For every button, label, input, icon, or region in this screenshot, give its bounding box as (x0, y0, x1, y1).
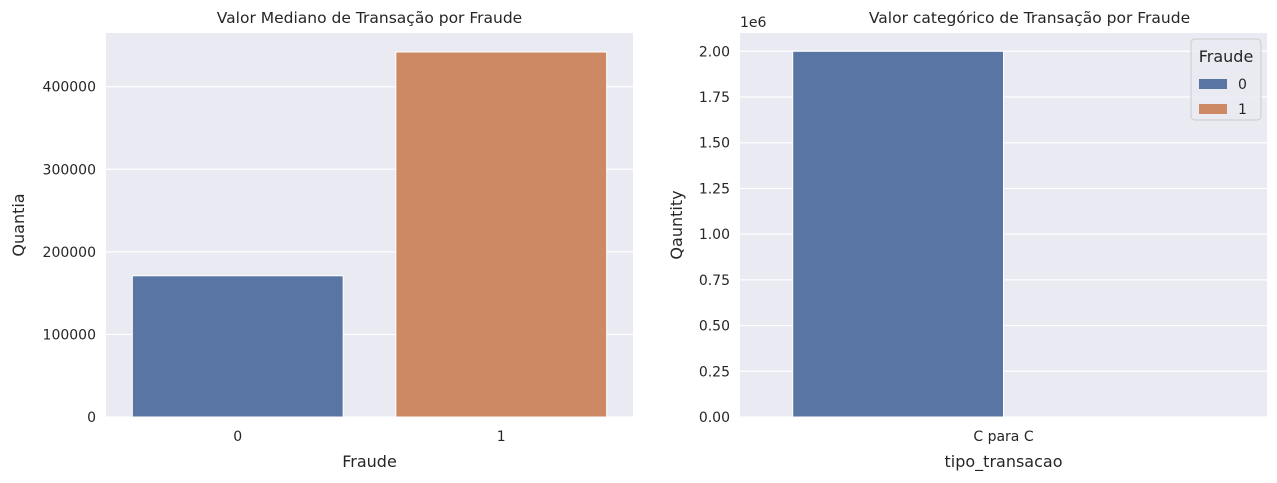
y-tick-label: 0 (87, 410, 96, 426)
y-tick-label: 1.25 (699, 181, 730, 197)
y-axis-label-left: Quantia (9, 193, 28, 256)
bar-series-0 (792, 50, 1005, 418)
y-tick-label: 400000 (43, 80, 96, 96)
legend-title: Fraude (1199, 47, 1254, 66)
chart-right: 0.00 0.25 0.50 0.75 1.00 1.25 1.50 1.75 2.00 C p… (667, 9, 1267, 472)
y-tick-label: 0.50 (699, 319, 730, 335)
y-tick-label: 1.50 (699, 136, 730, 152)
x-tick-labels-right: C para C (973, 429, 1033, 445)
y-axis-label-right: Qauntity (667, 190, 686, 259)
y-offset-text-right: 1e6 (740, 15, 767, 31)
y-tick-label: 200000 (43, 245, 96, 261)
chart-title-left: Valor Mediano de Transação por Fraude (217, 9, 522, 27)
y-tick-labels-left: 0 100000 200000 300000 400000 (43, 80, 96, 426)
legend-label-0: 0 (1238, 77, 1247, 93)
legend-swatch-1 (1199, 104, 1227, 114)
y-tick-label: 1.75 (699, 90, 730, 106)
y-tick-label: 0.75 (699, 273, 730, 289)
x-tick-label: 1 (497, 429, 506, 445)
x-tick-label: C para C (973, 429, 1033, 445)
x-axis-label-right: tipo_transacao (945, 452, 1063, 472)
x-tick-label: 0 (233, 429, 242, 445)
bars-left (131, 51, 608, 418)
y-tick-label: 1.00 (699, 227, 730, 243)
y-tick-label: 100000 (43, 327, 96, 343)
y-tick-label: 2.00 (699, 44, 730, 60)
x-axis-label-left: Fraude (342, 452, 397, 471)
y-tick-label: 0.00 (699, 410, 730, 426)
y-tick-labels-right: 0.00 0.25 0.50 0.75 1.00 1.25 1.50 1.75 2.00 (699, 44, 730, 426)
y-tick-label: 300000 (43, 162, 96, 178)
chart-title-right: Valor categórico de Transação por Fraude (869, 9, 1190, 27)
legend: Fraude 0 1 (1190, 38, 1262, 121)
bar-1 (395, 51, 608, 418)
bars-right (792, 50, 1005, 418)
legend-label-1: 1 (1238, 102, 1247, 118)
bar-0 (131, 275, 344, 418)
legend-swatch-0 (1199, 79, 1227, 89)
y-tick-label: 0.25 (699, 364, 730, 380)
